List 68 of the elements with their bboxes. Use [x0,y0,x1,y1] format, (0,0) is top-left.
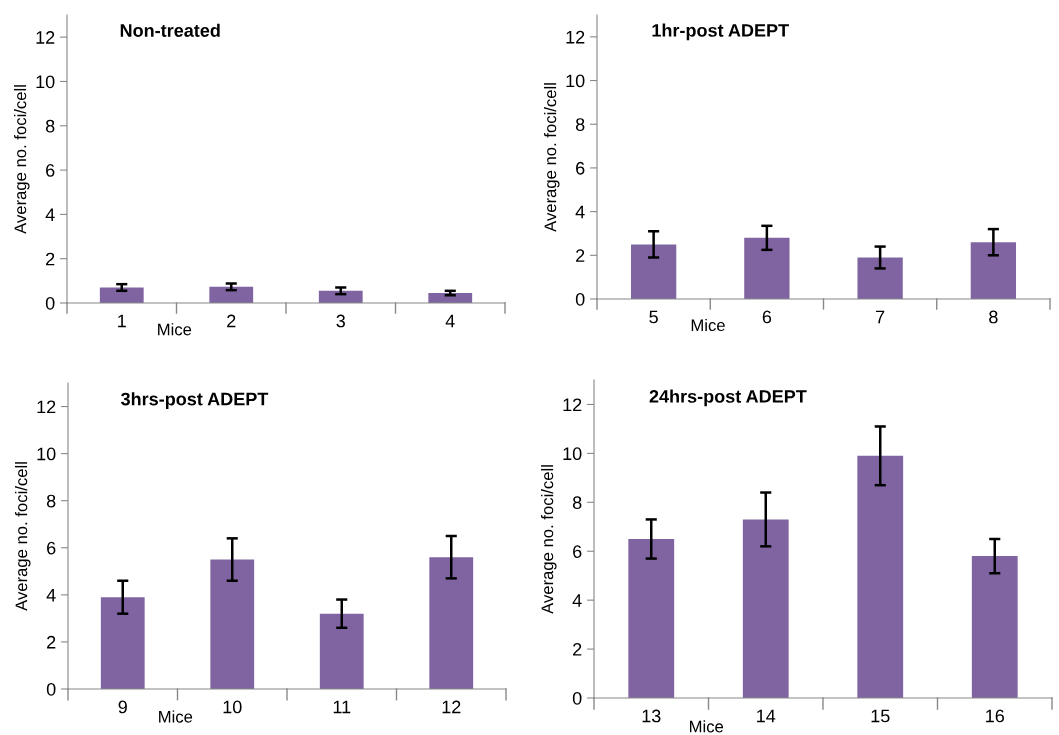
chart-title: 1hr-post ADEPT [652,23,789,41]
y-tick-label: 10 [36,75,55,89]
y-tick-label: 8 [45,119,55,133]
x-tick-label: 14 [757,709,776,723]
x-tick-label: 6 [762,310,772,324]
y-tick-label: 12 [566,30,585,44]
x-axis-title: Mice [158,323,192,336]
x-tick-label: 5 [649,310,658,324]
y-tick-label: 0 [572,691,582,705]
y-axis-title: Average no. foci/cell [541,465,557,614]
x-tick-label: 8 [989,310,998,324]
y-tick-label: 2 [576,249,585,262]
bar [319,613,364,689]
y-tick-label: 10 [37,447,56,461]
y-tick-label: 4 [46,588,56,602]
y-tick-label: 12 [37,400,56,414]
y-tick-label: 4 [575,205,585,219]
x-tick-label: 7 [876,310,885,324]
y-tick-label: 6 [573,545,582,558]
y-tick-label: 12 [36,31,55,44]
y-tick-label: 0 [45,296,55,310]
x-axis-title: Mice [159,710,193,723]
bar [857,257,903,299]
x-tick-label: 2 [227,314,236,328]
bar [210,559,255,689]
y-tick-label: 10 [566,74,585,88]
bar [100,597,145,689]
y-tick-label: 8 [575,118,585,131]
x-tick-label: 12 [442,700,461,714]
y-tick-label: 4 [45,208,55,221]
y-tick-label: 10 [563,447,582,461]
x-tick-label: 9 [118,700,127,714]
x-tick-label: 16 [986,709,1004,723]
y-tick-label: 12 [563,398,582,411]
x-tick-label: 13 [642,709,661,723]
bar [630,244,677,299]
x-axis-title: Mice [691,318,725,332]
y-tick-label: 2 [573,643,582,656]
bar [970,242,1017,299]
bar [429,557,474,689]
y-axis-title: Average no. foci/cell [544,83,560,232]
x-tick-label: 4 [445,314,455,328]
x-tick-label: 1 [118,314,126,328]
bar [971,556,1018,698]
y-tick-label: 4 [572,594,582,607]
x-tick-label: 10 [223,700,242,714]
bar [857,455,904,698]
y-tick-label: 0 [46,682,56,696]
y-axis-title: Average no. foci/cell [14,85,30,234]
y-tick-label: 2 [47,635,56,649]
chart-title: Non-treated [120,23,220,37]
y-tick-label: 0 [575,292,585,306]
y-tick-label: 2 [46,252,55,266]
y-tick-label: 6 [576,161,585,175]
y-tick-label: 8 [46,494,56,508]
y-axis-title: Average no. foci/cell [15,462,31,611]
y-tick-label: 6 [47,541,56,555]
x-axis-title: Mice [689,720,724,733]
chart-title: 24hrs-post ADEPT [649,389,807,407]
bar [742,519,789,698]
bar [628,539,675,698]
x-tick-label: 15 [871,709,890,723]
y-tick-label: 8 [572,496,582,510]
x-tick-label: 11 [333,700,351,714]
y-tick-label: 6 [46,164,55,177]
bar [744,237,790,299]
x-tick-label: 3 [336,314,345,328]
chart-title: 3hrs-post ADEPT [120,392,269,410]
